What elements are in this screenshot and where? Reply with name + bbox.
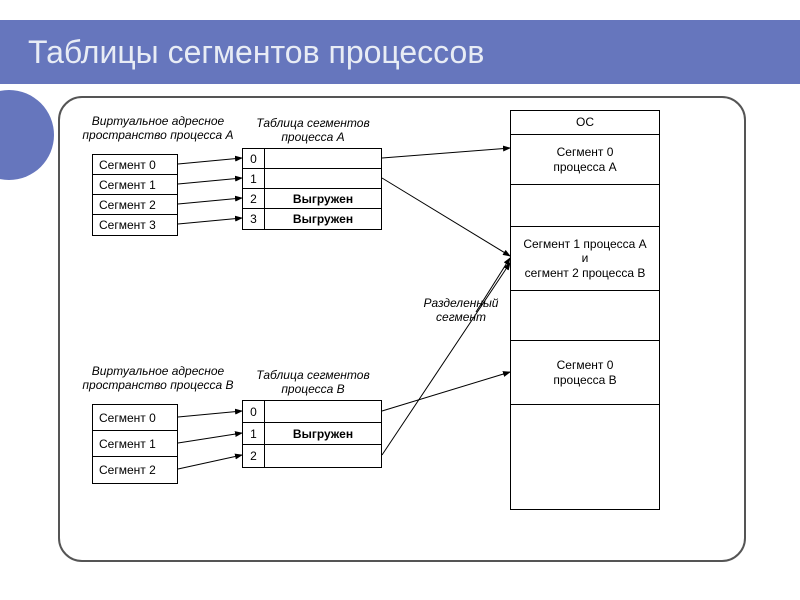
mem-cell: ОС — [511, 111, 659, 135]
table-idx: 2 — [243, 445, 265, 467]
diagram-canvas: Виртуальное адресноепространство процесс… — [58, 96, 746, 562]
table-idx: 2 — [243, 189, 265, 208]
mem-cell: Сегмент 0процесса В — [511, 341, 659, 405]
accent-circle — [0, 90, 54, 180]
mem-cell: Сегмент 0процесса А — [511, 135, 659, 185]
table-val: Выгружен — [265, 189, 381, 208]
mem-cell — [511, 405, 659, 509]
table-idx: 1 — [243, 423, 265, 444]
proc-a-segments: Сегмент 0 Сегмент 1 Сегмент 2 Сегмент 3 — [92, 154, 178, 236]
label-table-b: Таблица сегментовпроцесса В — [248, 368, 378, 397]
proc-b-segments: Сегмент 0 Сегмент 1 Сегмент 2 — [92, 404, 178, 484]
mem-cell: Сегмент 1 процесса Аисегмент 2 процесса … — [511, 227, 659, 291]
table-val: Выгружен — [265, 423, 381, 444]
physical-memory: ОС Сегмент 0процесса А Сегмент 1 процесс… — [510, 110, 660, 510]
proc-a-table: 0 1 2Выгружен 3Выгружен — [242, 148, 382, 230]
table-val — [265, 445, 381, 467]
mem-cell — [511, 291, 659, 341]
title-bar: Таблицы сегментов процессов — [0, 20, 800, 84]
segment-cell: Сегмент 2 — [93, 195, 177, 215]
label-shared-segment: Разделенныйсегмент — [416, 296, 506, 325]
label-vas-b: Виртуальное адресноепространство процесс… — [78, 364, 238, 393]
segment-cell: Сегмент 0 — [93, 405, 177, 431]
table-idx: 1 — [243, 169, 265, 188]
segment-cell: Сегмент 2 — [93, 457, 177, 483]
table-val: Выгружен — [265, 209, 381, 229]
table-val — [265, 149, 381, 168]
label-table-a: Таблица сегментовпроцесса А — [248, 116, 378, 145]
table-val — [265, 401, 381, 422]
segment-cell: Сегмент 0 — [93, 155, 177, 175]
table-idx: 0 — [243, 149, 265, 168]
table-idx: 0 — [243, 401, 265, 422]
table-val — [265, 169, 381, 188]
page-title: Таблицы сегментов процессов — [28, 34, 484, 71]
segment-cell: Сегмент 1 — [93, 175, 177, 195]
mem-cell — [511, 185, 659, 227]
proc-b-table: 0 1Выгружен 2 — [242, 400, 382, 468]
segment-cell: Сегмент 1 — [93, 431, 177, 457]
label-vas-a: Виртуальное адресноепространство процесс… — [78, 114, 238, 143]
table-idx: 3 — [243, 209, 265, 229]
segment-cell: Сегмент 3 — [93, 215, 177, 235]
